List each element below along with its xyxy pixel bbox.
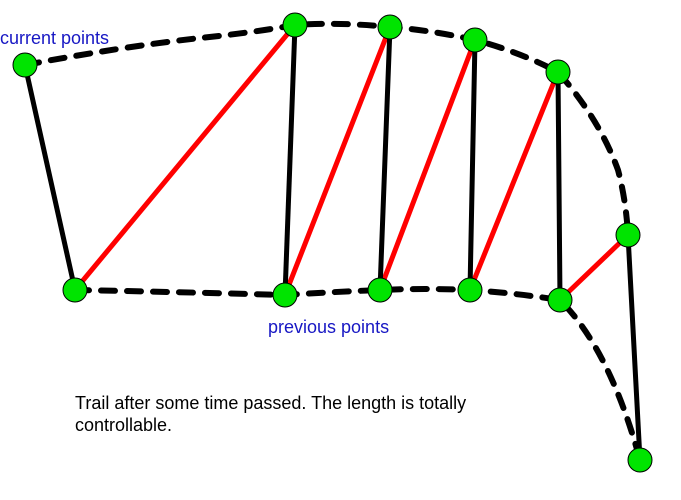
point-node — [283, 13, 307, 37]
point-node — [13, 53, 37, 77]
current-points-label: current points — [0, 28, 109, 49]
red-diagonal-line — [470, 72, 558, 290]
point-node — [458, 278, 482, 302]
point-node — [616, 223, 640, 247]
point-node — [273, 283, 297, 307]
point-node — [63, 278, 87, 302]
previous-points-label: previous points — [268, 317, 389, 338]
red-diagonal-line — [560, 235, 628, 300]
point-node — [548, 288, 572, 312]
point-node — [628, 448, 652, 472]
point-node — [378, 15, 402, 39]
point-node — [463, 28, 487, 52]
black-vertical-line — [470, 40, 475, 290]
black-vertical-line — [380, 27, 390, 290]
point-node — [546, 60, 570, 84]
caption-text: Trail after some time passed. The length… — [75, 392, 495, 436]
red-diagonal-line — [380, 40, 475, 290]
black-vertical-line — [285, 25, 295, 295]
black-vertical-line — [558, 72, 560, 300]
red-diagonal-line — [285, 27, 390, 295]
point-node — [368, 278, 392, 302]
black-vertical-line — [25, 65, 75, 290]
red-diagonal-line — [75, 25, 295, 290]
